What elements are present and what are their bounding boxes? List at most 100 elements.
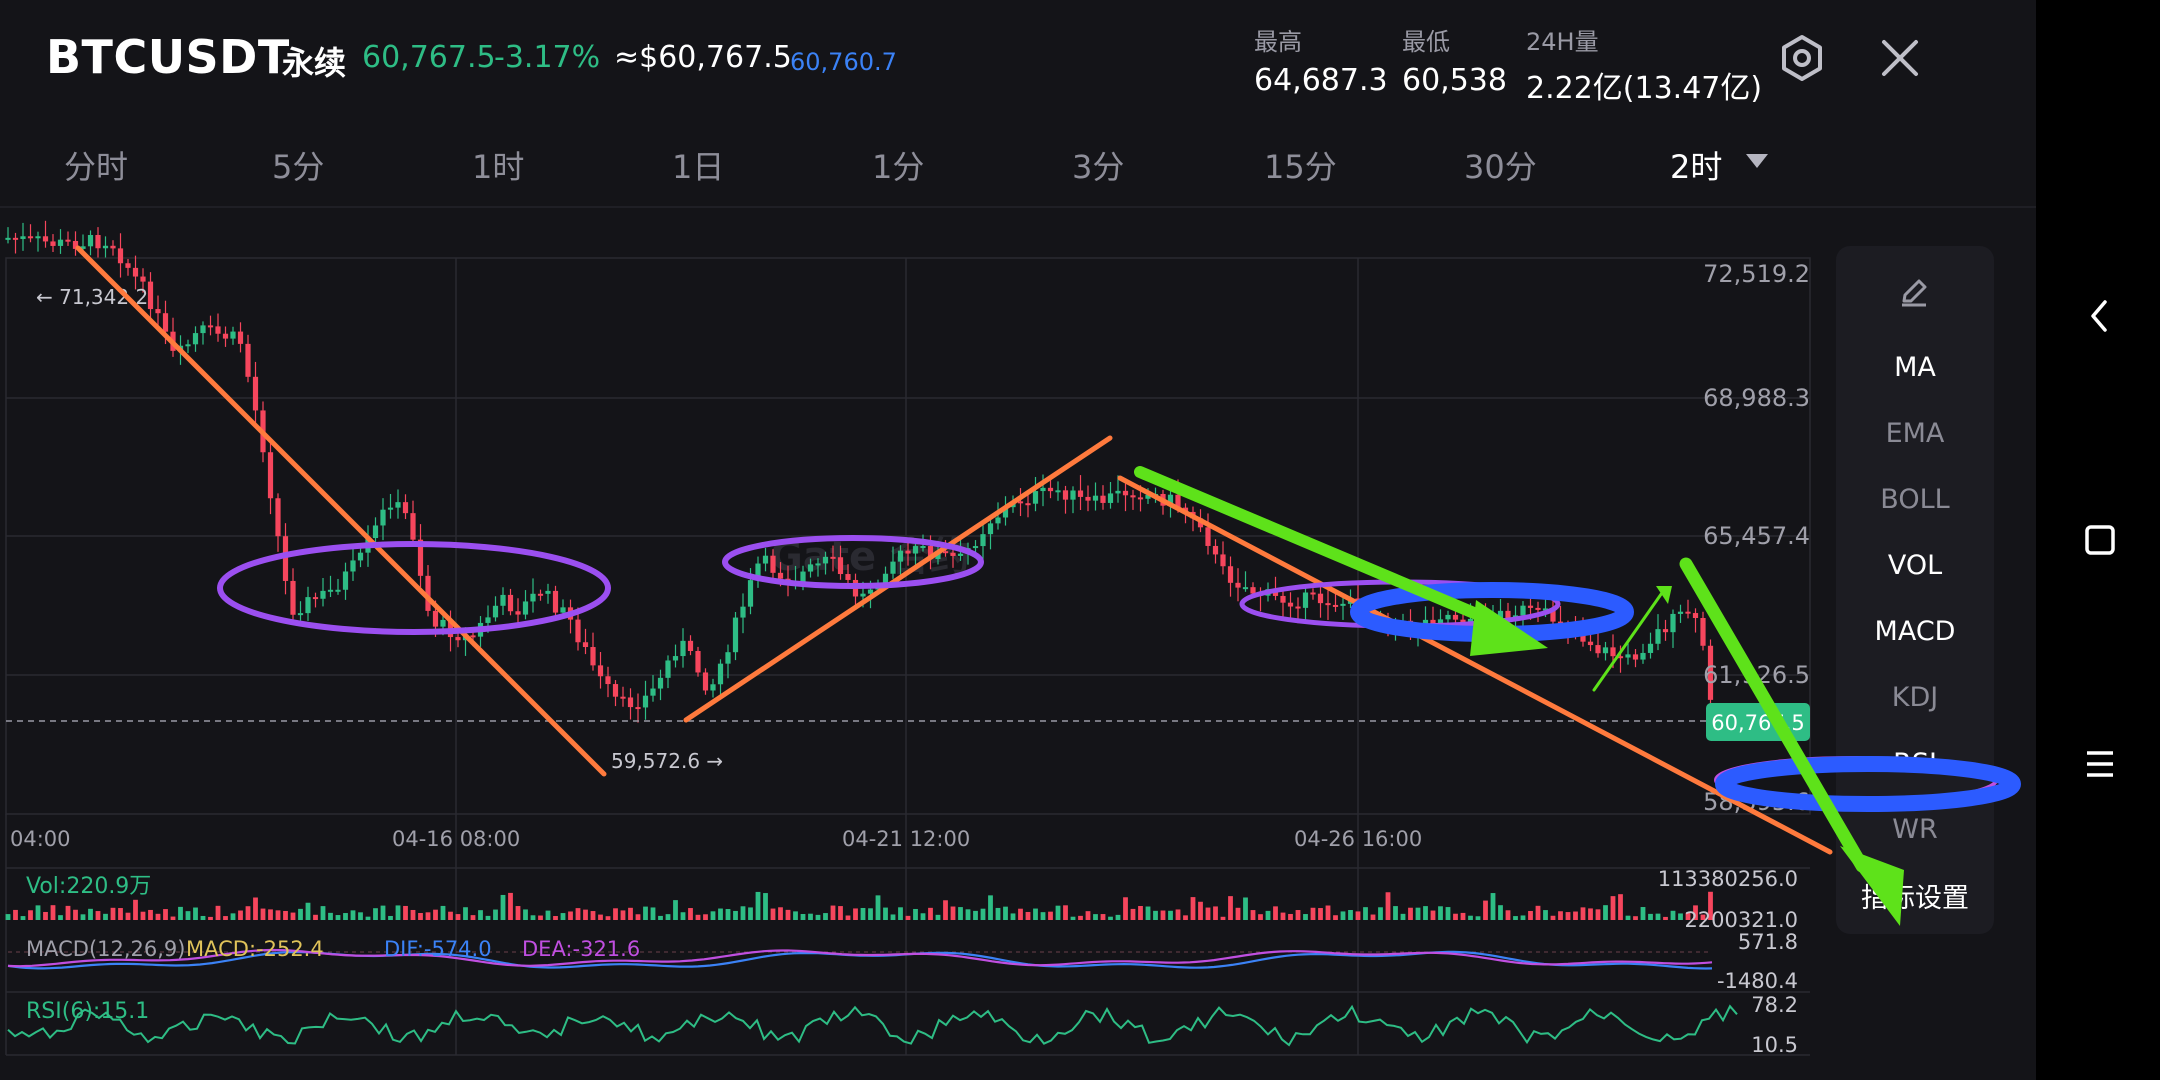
volume-bar [1415,907,1421,920]
volume-bar [1213,906,1218,920]
candle-body [230,331,236,339]
volume-bar [155,913,161,920]
candle-body [20,236,26,239]
volume-bar [1633,916,1638,920]
volume-bar [650,907,656,920]
indicator-settings[interactable]: 指标设置 [1861,883,1969,914]
candle-body [72,240,79,249]
candle-body [147,281,154,310]
volume-bar [358,912,363,920]
volume-bar [20,916,26,920]
tab-30m[interactable]: 30分 [1464,148,1537,186]
candle-body [1700,617,1706,646]
candle-body [1670,613,1676,633]
pencil-icon[interactable] [1896,274,1932,310]
gear-icon[interactable] [1778,34,1826,82]
volume-bar [958,907,963,920]
macd-title: MACD(12,26,9) [26,937,186,961]
divider [0,206,2036,208]
tab-3m[interactable]: 3分 [1072,148,1125,186]
candle-body [440,619,446,627]
home-icon[interactable] [2080,520,2120,560]
candle-body [770,555,776,573]
indicator-kdj[interactable]: KDJ [1891,682,1939,713]
candle-body [1280,595,1286,603]
volume-bar [335,915,341,920]
rsi-line [7,1004,1738,1047]
volume-bar [920,913,926,920]
high-stat: 最高 64,687.3 [1254,22,1388,98]
time-tick: 04-26 16:00 [1294,827,1422,851]
indicator-wr[interactable]: WR [1892,814,1938,845]
volume-bar [658,915,663,920]
volume-bar [1325,905,1331,920]
candle-body [1137,497,1144,500]
indicator-ema[interactable]: EMA [1885,418,1945,449]
volume-bar [1393,906,1398,920]
volume-bar [1273,906,1278,920]
candle-body [425,575,431,611]
volume-bar [980,908,986,920]
candle-body [1385,618,1391,627]
volume-bar [1550,915,1556,920]
price-tick: 61,926.5 [1703,661,1810,689]
candle-body [470,635,476,638]
candle-body [965,548,971,554]
back-icon[interactable] [2080,296,2120,336]
close-icon[interactable] [1876,34,1924,82]
indicator-ma[interactable]: MA [1894,352,1936,383]
volume-bar [1685,912,1691,920]
indicator-macd[interactable]: MACD [1874,616,1956,647]
volume-bar [268,909,273,920]
tab-1h[interactable]: 1时 [472,148,525,186]
tab-1d[interactable]: 1日 [672,148,725,186]
chevron-down-icon[interactable] [1746,154,1768,168]
volume-bar [328,912,333,920]
volume-bar [88,908,93,920]
volume-bar [1535,905,1541,920]
volume-bar [995,907,1001,920]
volume-bar [140,911,146,920]
tab-15m[interactable]: 15分 [1264,148,1337,186]
volume-bar [935,914,941,920]
indicator-rsi[interactable]: RSI [1893,748,1937,779]
candle-body [897,550,904,562]
symbol-title[interactable]: BTCUSDT [46,30,290,84]
candle-body [1565,624,1571,631]
candle-body [1265,589,1271,596]
volume-bar [410,909,416,920]
candle-body [1400,620,1406,623]
volume-bar [710,911,716,920]
tab-5m[interactable]: 5分 [272,148,325,186]
tab-1m[interactable]: 1分 [872,148,925,186]
candle-body [777,572,784,579]
volume-bar [718,908,723,920]
candle-body [567,607,574,620]
volume-bar [973,910,978,920]
indicator-boll[interactable]: BOLL [1880,484,1950,515]
tab-timeshare[interactable]: 分时 [64,148,129,186]
volume-bar [620,910,626,920]
candle-body [1085,496,1091,501]
dea-value: DEA:-321.6 [522,937,640,961]
indicator-vol[interactable]: VOL [1887,550,1943,581]
candle-body [1640,652,1646,660]
candle-body [1662,629,1669,633]
volume-bar [313,914,318,920]
volume-bar [403,905,408,920]
volume-bar [1580,907,1586,920]
volume-bar [845,915,851,920]
price-chart[interactable]: Gate 合约 60,767.5 72,519.2 68,988.3 65,45… [0,208,1836,1080]
candle-body [380,509,386,526]
candle-body [717,663,724,685]
tab-2h[interactable]: 2时 [1670,148,1723,186]
menu-icon[interactable] [2080,744,2120,784]
volume-bar [725,909,731,920]
candle-body [830,556,836,559]
volume-bar [1625,915,1631,920]
candle-body [530,593,536,602]
candle-body [1122,490,1129,496]
volume-bar [1115,914,1121,920]
candle-body [1160,493,1166,506]
candle-body [1152,493,1159,496]
